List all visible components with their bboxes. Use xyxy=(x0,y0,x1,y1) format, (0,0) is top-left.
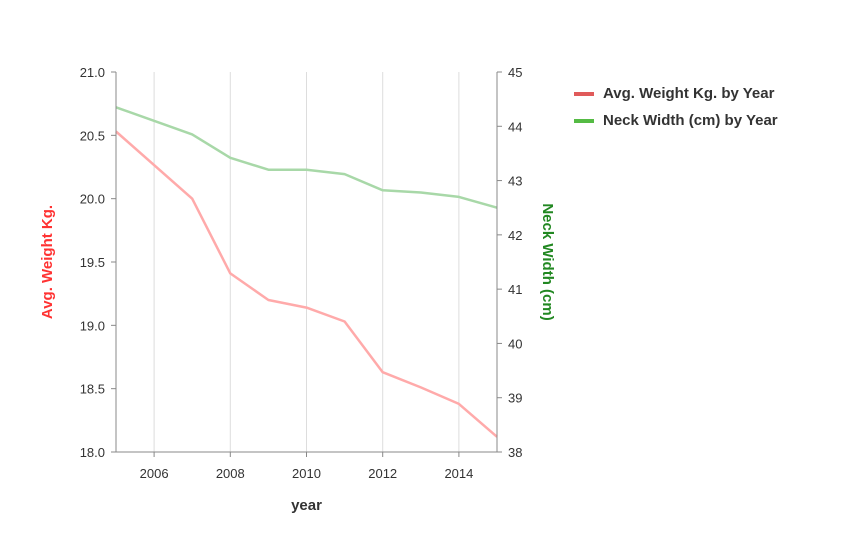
legend-swatch-neck xyxy=(574,118,594,123)
y-right-tick-label-45: 45 xyxy=(508,65,522,80)
grid-lines xyxy=(153,72,460,452)
legend-label-weight: Avg. Weight Kg. by Year xyxy=(603,85,775,102)
y-right-tick-label-38: 38 xyxy=(508,445,522,460)
y-left-tick-label-19.5: 19.5 xyxy=(80,255,105,270)
legend-item-neck[interactable]: Neck Width (cm) by Year xyxy=(574,107,778,134)
series-line-weight xyxy=(115,130,498,438)
x-tick-label-2008: 2008 xyxy=(216,466,245,481)
y-left-tick-label-18.0: 18.0 xyxy=(80,445,105,460)
y-right-tick-label-40: 40 xyxy=(508,336,522,351)
y-left-tick-label-18.5: 18.5 xyxy=(80,382,105,397)
y-left-tick-label-19.0: 19.0 xyxy=(80,318,105,333)
y-left-tick-label-21.0: 21.0 xyxy=(80,65,105,80)
y-right-tick-label-41: 41 xyxy=(508,282,522,297)
y-left-tick-label-20.5: 20.5 xyxy=(80,128,105,143)
y-left-tick-label-20.0: 20.0 xyxy=(80,192,105,207)
x-axis-title: year xyxy=(291,497,322,514)
x-tick-label-2014: 2014 xyxy=(444,466,473,481)
y-right-tick-label-44: 44 xyxy=(508,119,522,134)
legend-item-weight[interactable]: Avg. Weight Kg. by Year xyxy=(574,80,778,107)
y-right-tick-label-39: 39 xyxy=(508,391,522,406)
x-tick-label-2006: 2006 xyxy=(140,466,169,481)
series-line-neck-width xyxy=(115,106,498,209)
y-axis-left-title: Avg. Weight Kg. xyxy=(39,205,56,319)
legend: Avg. Weight Kg. by Year Neck Width (cm) … xyxy=(574,80,778,134)
y-axis-right-title: Neck Width (cm) xyxy=(539,203,556,320)
y-right-tick-label-43: 43 xyxy=(508,174,522,189)
x-tick-label-2012: 2012 xyxy=(368,466,397,481)
legend-label-neck: Neck Width (cm) by Year xyxy=(603,112,778,129)
series-lines xyxy=(115,106,498,438)
y-right-tick-label-42: 42 xyxy=(508,228,522,243)
legend-swatch-weight xyxy=(574,91,594,96)
x-tick-label-2010: 2010 xyxy=(292,466,321,481)
axes: 2006 2008 2010 2012 2014 18.0 18.5 19.0 19.5 20.0… xyxy=(80,65,523,481)
